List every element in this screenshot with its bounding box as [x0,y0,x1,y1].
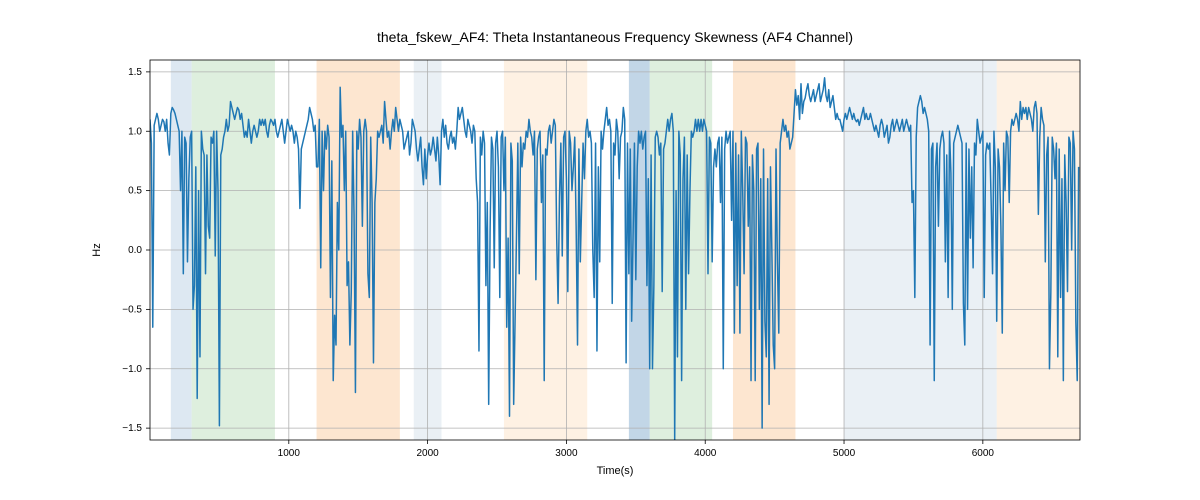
x-tick-label: 4000 [694,448,717,459]
x-tick-label: 5000 [833,448,856,459]
y-tick-label: −1.5 [122,423,142,434]
y-tick-label: 0.5 [128,186,142,197]
y-tick-label: −1.0 [122,364,142,375]
chart-container: 1000 2000 3000 4000 5000 6000 −1.5 −1.0 −0.5 0.0 0… [0,0,1200,500]
y-tick-label: 0.0 [128,245,142,256]
chart-svg: 1000 2000 3000 4000 5000 6000 −1.5 −1.0 −0.5 0.0 0… [0,0,1200,500]
x-tick-label: 6000 [972,448,995,459]
y-tick-label: 1.0 [128,126,142,137]
y-tick-label: 1.5 [128,67,142,78]
x-tick-label: 1000 [278,448,301,459]
y-tick-label: −0.5 [122,304,142,315]
chart-title: theta_fskew_AF4: Theta Instantaneous Fre… [377,29,853,45]
y-axis-label: Hz [91,243,103,256]
x-tick-label: 2000 [416,448,439,459]
x-axis-label: Time(s) [597,465,634,477]
x-tick-label: 3000 [555,448,578,459]
